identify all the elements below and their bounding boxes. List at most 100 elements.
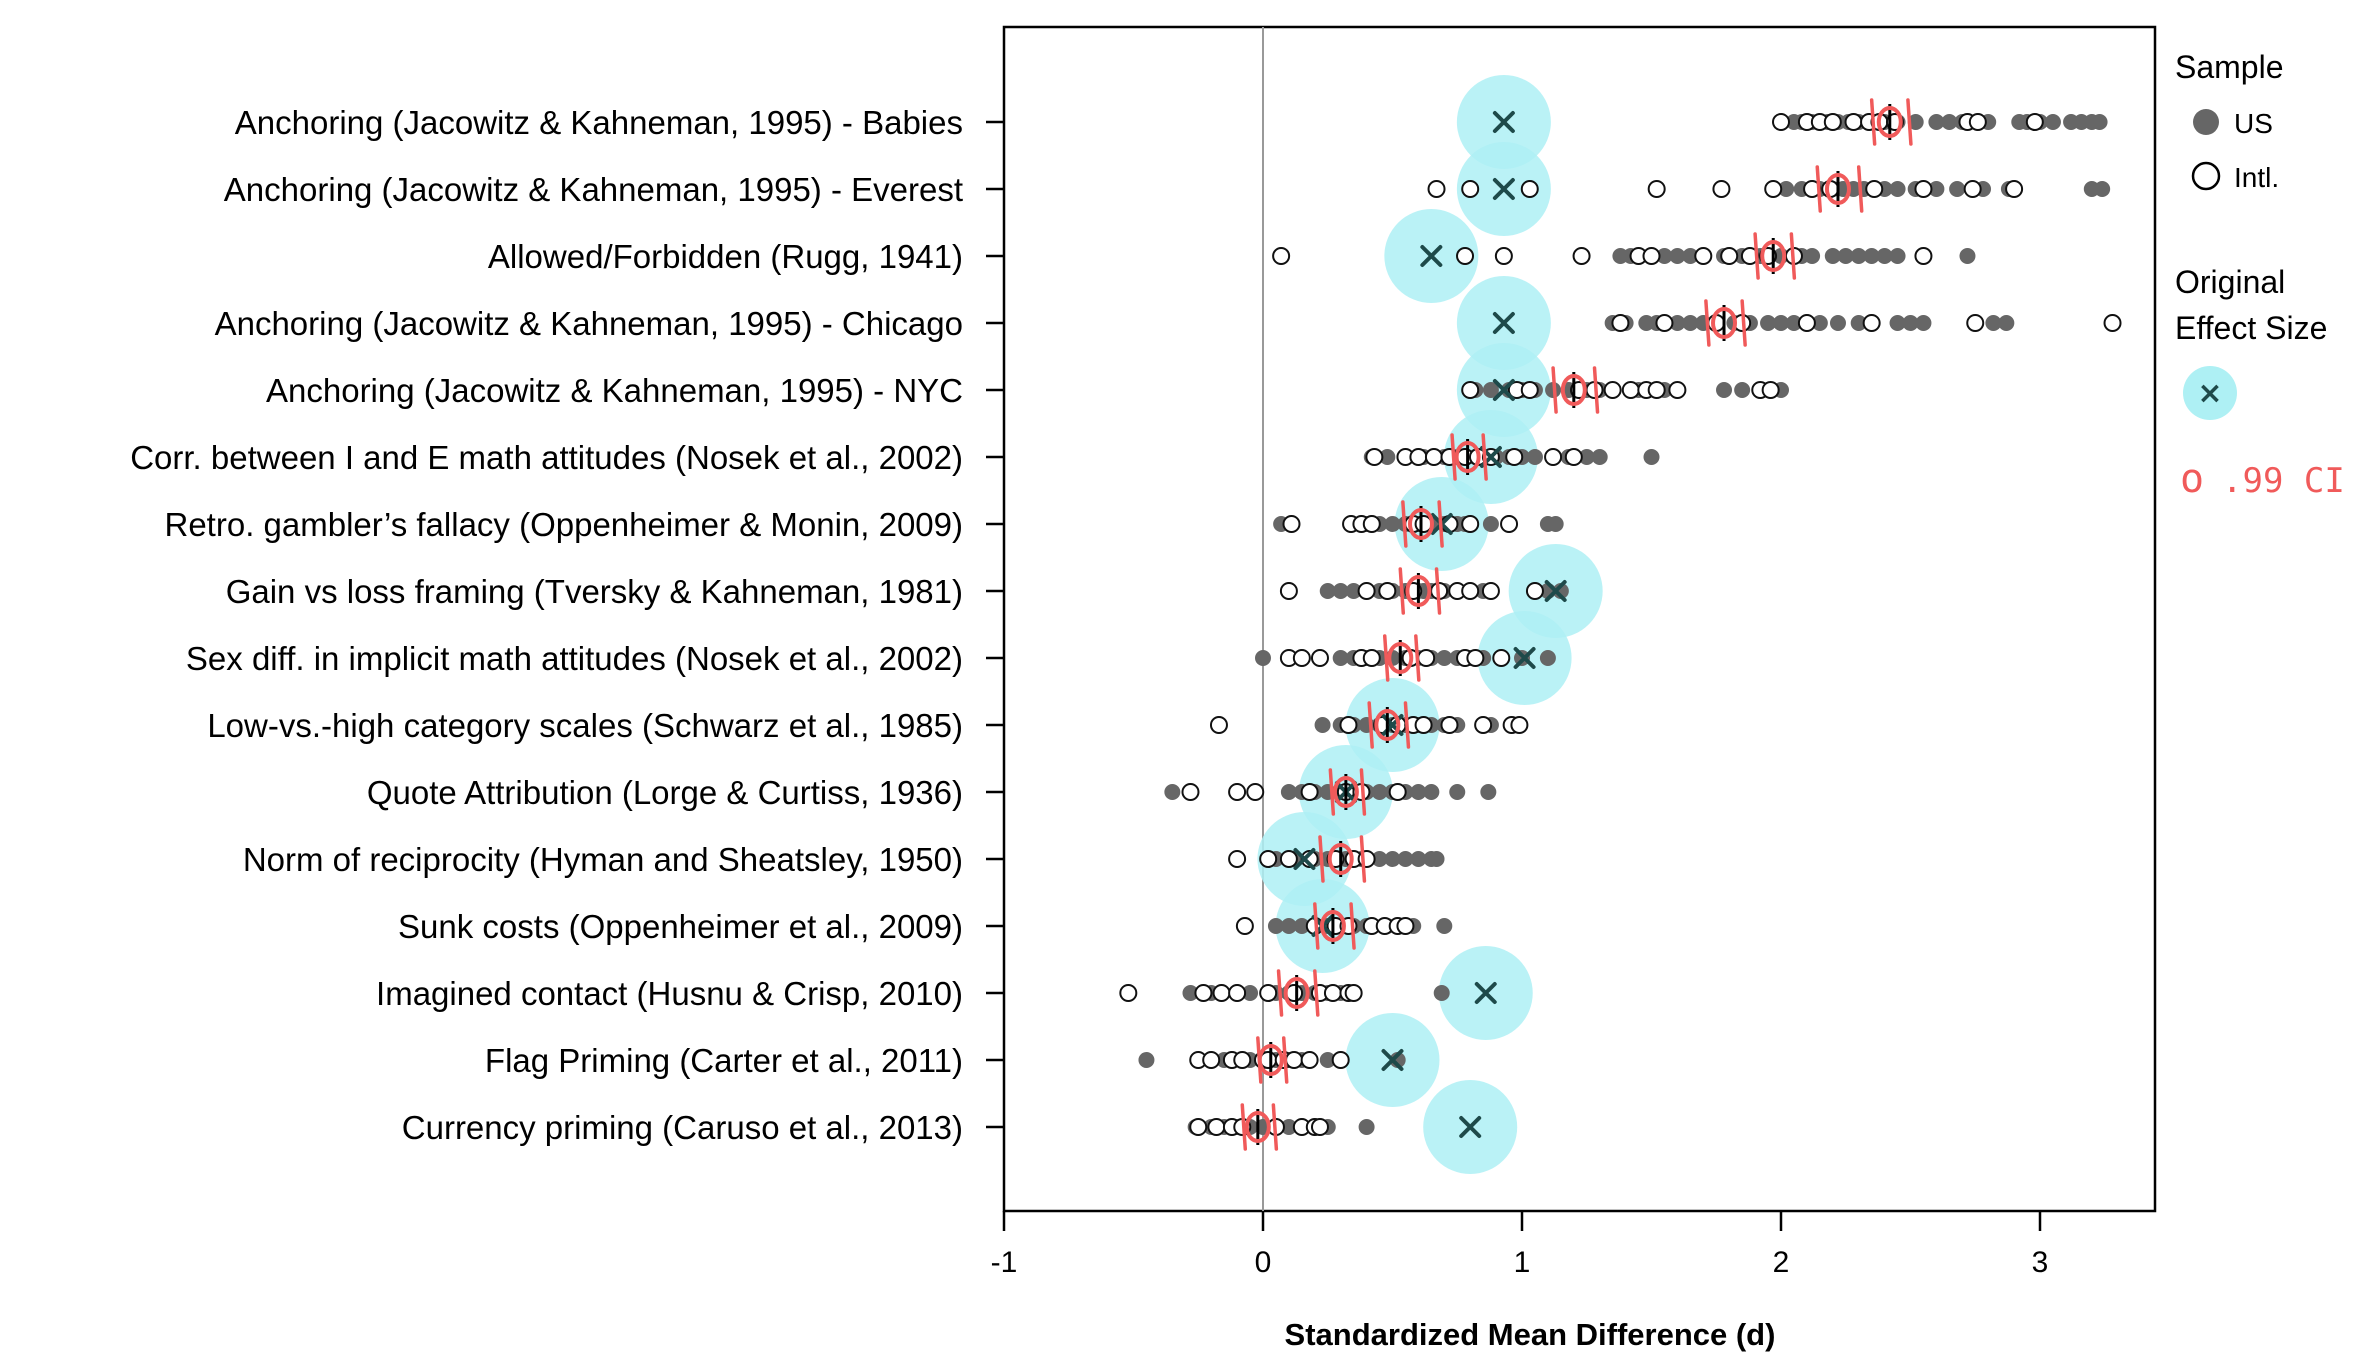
intl-sample-dot bbox=[1417, 649, 1436, 667]
us-sample-dot bbox=[1410, 784, 1427, 800]
us-sample-dot bbox=[1255, 650, 1271, 666]
us-sample-dot bbox=[1182, 985, 1199, 1001]
us-sample-dot bbox=[1876, 248, 1893, 264]
intl-sample-dot bbox=[1466, 649, 1485, 667]
intl-sample-dot bbox=[1572, 247, 1591, 265]
x-tick-label: 2 bbox=[1773, 1246, 1790, 1279]
intl-sample-dot bbox=[1344, 984, 1363, 1002]
intl-sample-dot bbox=[1279, 582, 1298, 600]
replication-mean-marker bbox=[1327, 843, 1354, 875]
replication-mean-marker bbox=[1332, 776, 1359, 808]
intl-sample-dot bbox=[1963, 180, 1982, 198]
replication-mean-marker bbox=[1711, 307, 1738, 339]
replication-mean-marker bbox=[1405, 575, 1432, 607]
intl-sample-dot bbox=[1362, 649, 1381, 667]
us-sample-dot bbox=[1410, 851, 1427, 867]
legend-us-marker bbox=[2193, 109, 2219, 135]
intl-sample-dot bbox=[1707, 314, 1726, 332]
intl-sample-dot bbox=[1647, 381, 1666, 399]
ci-bound-marker bbox=[1349, 902, 1356, 950]
original-effect-x-marker bbox=[1492, 111, 1515, 133]
us-sample-dot bbox=[1863, 248, 1880, 264]
us-sample-dot bbox=[1547, 516, 1564, 532]
original-effect-x-marker bbox=[1381, 1049, 1404, 1071]
intl-sample-dot bbox=[1362, 515, 1381, 533]
intl-sample-dot bbox=[1844, 113, 1863, 131]
intl-sample-dot bbox=[1564, 448, 1583, 466]
ci-bound-marker bbox=[1382, 634, 1390, 682]
intl-sample-dot bbox=[1259, 850, 1278, 868]
us-sample-dot bbox=[1889, 315, 1906, 331]
us-sample-dot bbox=[1591, 449, 1608, 465]
us-sample-dot bbox=[1433, 985, 1450, 1001]
intl-sample-dot bbox=[1209, 716, 1228, 734]
legend-original-marker bbox=[2183, 366, 2237, 420]
original-effect-x-marker bbox=[1492, 379, 1515, 401]
us-sample-dot bbox=[1850, 315, 1867, 331]
intl-sample-dot bbox=[1378, 582, 1397, 600]
us-sample-dot bbox=[1682, 315, 1699, 331]
us-sample-dot bbox=[1423, 784, 1440, 800]
effect-label: Anchoring (Jacowitz & Kahneman, 1995) - … bbox=[224, 171, 963, 208]
intl-sample-dot bbox=[1396, 917, 1415, 935]
intl-sample-dot bbox=[1189, 1118, 1208, 1136]
intl-sample-dot bbox=[1456, 247, 1475, 265]
intl-sample-dot bbox=[1500, 515, 1519, 533]
us-sample-dot bbox=[1436, 650, 1453, 666]
intl-sample-dot bbox=[1492, 649, 1511, 667]
intl-sample-dot bbox=[1865, 180, 1884, 198]
intl-sample-dot bbox=[1510, 716, 1529, 734]
intl-sample-dot bbox=[1424, 448, 1443, 466]
effect-label: Corr. between I and E math attitudes (No… bbox=[130, 439, 963, 476]
ci-bound-marker bbox=[1704, 299, 1711, 347]
replication-mean-marker bbox=[1244, 1111, 1271, 1143]
us-sample-dot bbox=[1319, 1052, 1336, 1068]
replication-mean-marker bbox=[1824, 173, 1851, 205]
intl-sample-dot bbox=[1119, 984, 1138, 1002]
us-sample-dot bbox=[1371, 851, 1388, 867]
ci-bound-marker bbox=[1753, 232, 1760, 280]
us-sample-dot bbox=[1804, 248, 1821, 264]
effect-label: Sunk costs (Oppenheimer et al., 2009) bbox=[398, 908, 963, 945]
x-axis: -1 0 1 2 3 bbox=[991, 1211, 2048, 1279]
legend-original-title-2: Effect Size bbox=[2175, 310, 2327, 346]
ci-bound-marker bbox=[1403, 701, 1411, 749]
intl-sample-dot bbox=[1647, 180, 1666, 198]
intl-sample-dot bbox=[1310, 649, 1329, 667]
intl-sample-dot bbox=[1440, 716, 1459, 734]
us-sample-dot bbox=[2094, 181, 2111, 197]
ci-bound-marker bbox=[1240, 1103, 1248, 1151]
us-sample-dot bbox=[1941, 114, 1958, 130]
us-sample-dot bbox=[1760, 315, 1777, 331]
intl-sample-dot bbox=[1474, 716, 1493, 734]
effect-label: Anchoring (Jacowitz & Kahneman, 1995) - … bbox=[266, 372, 963, 409]
replication-mean-marker bbox=[1387, 642, 1414, 674]
us-sample-dot bbox=[1482, 516, 1499, 532]
intl-sample-dot bbox=[1365, 448, 1384, 466]
intl-sample-dot bbox=[1772, 113, 1790, 131]
x-tick-label: 1 bbox=[1514, 1246, 1531, 1279]
original-effect-x-marker bbox=[1420, 245, 1443, 267]
ci-bound-marker bbox=[1271, 1103, 1279, 1151]
ci-bound-marker bbox=[1437, 500, 1444, 548]
us-sample-dot bbox=[1643, 449, 1660, 465]
intl-sample-dot bbox=[1520, 381, 1539, 399]
intl-sample-dot bbox=[1310, 1118, 1329, 1136]
intl-sample-dot bbox=[1720, 247, 1739, 265]
original-effect-x-marker bbox=[1492, 178, 1515, 200]
legend-x-icon: × bbox=[2197, 376, 2222, 411]
intl-sample-dot bbox=[1505, 448, 1524, 466]
intl-sample-dot bbox=[1409, 448, 1428, 466]
intl-sample-dot bbox=[1181, 783, 1200, 801]
us-sample-dot bbox=[1138, 1052, 1155, 1068]
original-effect-x-marker bbox=[1459, 1116, 1482, 1138]
intl-sample-dot bbox=[1821, 180, 1840, 198]
ci-bound-marker bbox=[1815, 165, 1823, 213]
us-sample-dot bbox=[1539, 650, 1556, 666]
effect-label: Flag Priming (Carter et al., 2011) bbox=[485, 1042, 963, 1079]
intl-sample-dot bbox=[1339, 716, 1358, 734]
ci-bound-marker bbox=[1359, 768, 1367, 816]
effect-label: Allowed/Forbidden (Rugg, 1941) bbox=[488, 238, 963, 275]
legend-annotation-ci: .99 CI bbox=[2222, 461, 2345, 501]
intl-sample-dot bbox=[1823, 113, 1842, 131]
